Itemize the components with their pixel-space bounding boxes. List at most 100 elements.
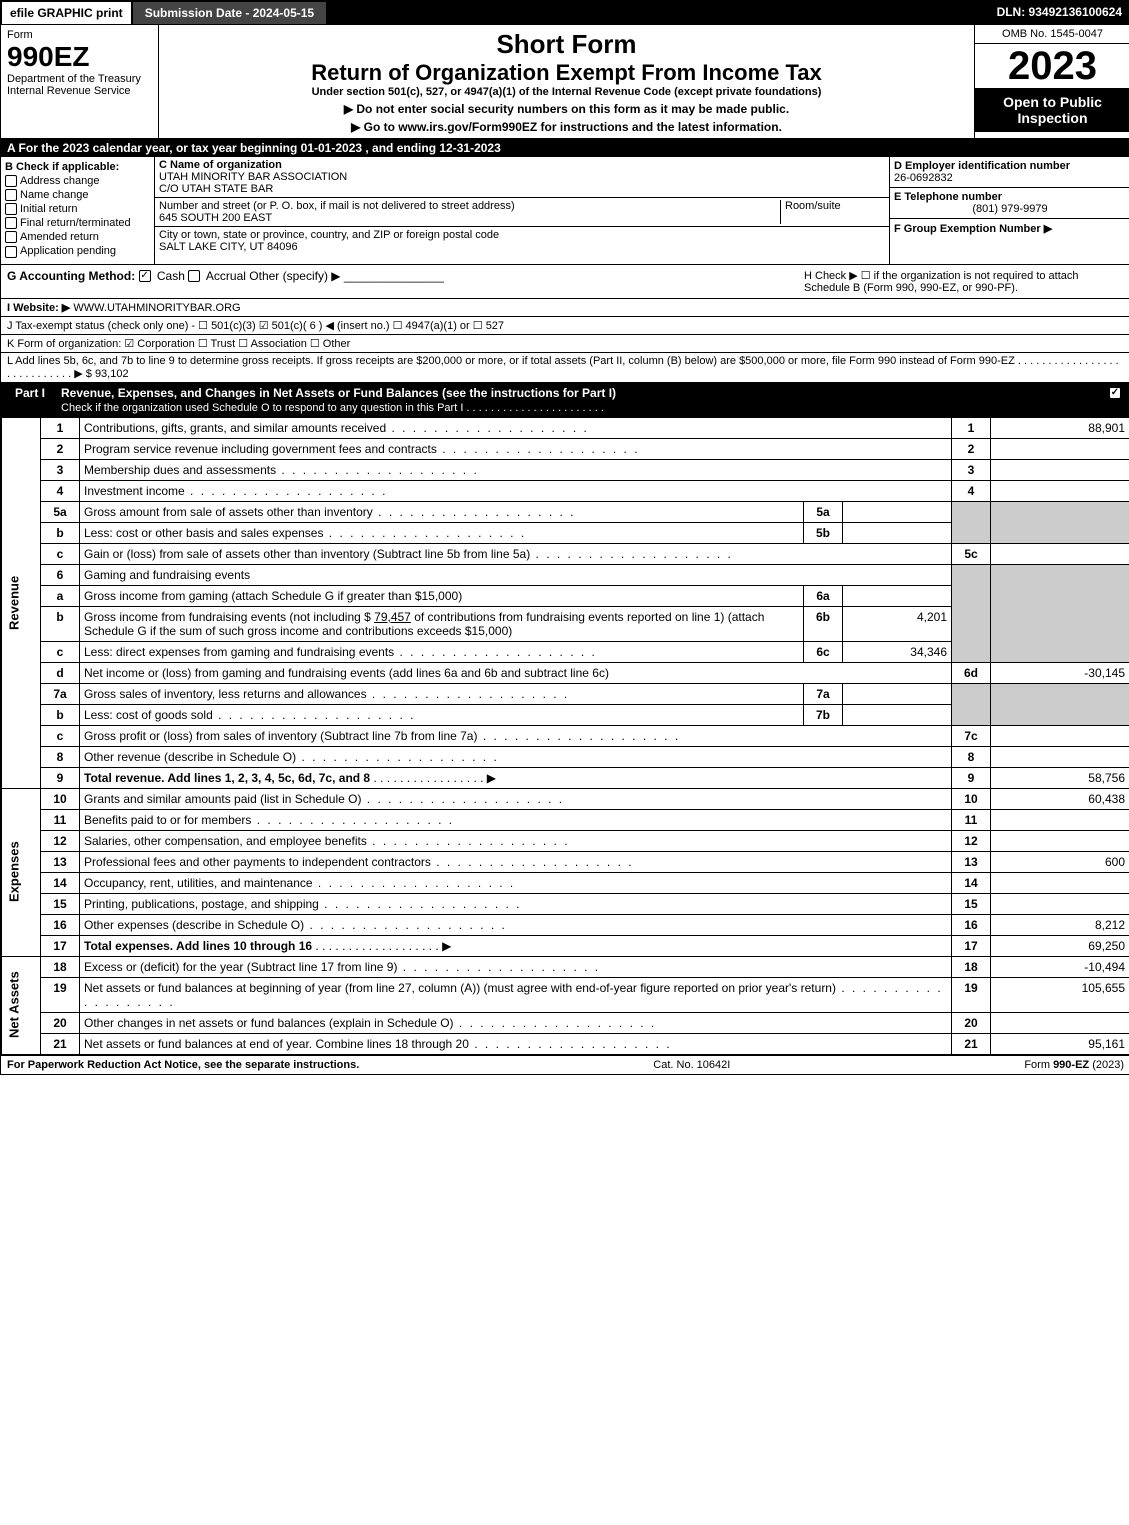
line-desc: Gross profit or (loss) from sales of inv… xyxy=(84,729,680,743)
org-name: UTAH MINORITY BAR ASSOCIATION xyxy=(159,171,347,183)
col-c-org: C Name of organization UTAH MINORITY BAR… xyxy=(155,157,889,264)
chk-cash[interactable] xyxy=(139,270,151,282)
line-val xyxy=(991,438,1129,459)
phone: (801) 979-9979 xyxy=(894,203,1126,215)
section-i: I Website: ▶ WWW.UTAHMINORITYBAR.ORG xyxy=(1,299,1129,317)
footer: For Paperwork Reduction Act Notice, see … xyxy=(1,1055,1129,1074)
line-desc: Less: cost or other basis and sales expe… xyxy=(84,526,526,540)
line-desc: Less: direct expenses from gaming and fu… xyxy=(84,645,597,659)
line-desc: Salaries, other compensation, and employ… xyxy=(84,834,570,848)
sub-val xyxy=(843,522,952,543)
website-link[interactable]: WWW.UTAHMINORITYBAR.ORG xyxy=(73,302,240,314)
chk-amended-return[interactable]: Amended return xyxy=(5,231,150,243)
b-label: B Check if applicable: xyxy=(5,161,150,173)
chk-accrual[interactable] xyxy=(188,270,200,282)
h-schedule-b: H Check ▶ ☐ if the organization is not r… xyxy=(804,269,1124,294)
form-number: 990EZ xyxy=(7,41,152,73)
line-desc: Printing, publications, postage, and shi… xyxy=(84,897,522,911)
header-right: OMB No. 1545-0047 2023 Open to Public In… xyxy=(974,25,1129,138)
org-co: C/O UTAH STATE BAR xyxy=(159,183,273,195)
line-val xyxy=(991,725,1129,746)
part-i-title: Revenue, Expenses, and Changes in Net As… xyxy=(61,386,616,400)
i-label: I Website: ▶ xyxy=(7,302,70,314)
line-desc: Investment income xyxy=(84,484,387,498)
chk-name-change[interactable]: Name change xyxy=(5,189,150,201)
line-val: -30,145 xyxy=(991,662,1129,683)
line-desc: Contributions, gifts, grants, and simila… xyxy=(84,421,589,435)
line-desc: Net assets or fund balances at beginning… xyxy=(84,981,943,1009)
line-val xyxy=(991,543,1129,564)
sub-val: 34,346 xyxy=(843,641,952,662)
line-num: 1 xyxy=(41,417,80,438)
addr-label: Number and street (or P. O. box, if mail… xyxy=(159,200,515,212)
line-desc: Total expenses. Add lines 10 through 16 xyxy=(84,939,312,953)
d-label: D Employer identification number xyxy=(894,160,1070,172)
header-center: Short Form Return of Organization Exempt… xyxy=(159,25,974,138)
org-addr: 645 SOUTH 200 EAST xyxy=(159,212,272,224)
part-i-label: Part I xyxy=(7,386,53,414)
line-val: 58,756 xyxy=(991,767,1129,788)
line-val: 95,161 xyxy=(991,1033,1129,1054)
line-desc: Occupancy, rent, utilities, and maintena… xyxy=(84,876,515,890)
col-def: D Employer identification number 26-0692… xyxy=(889,157,1129,264)
chk-initial-return[interactable]: Initial return xyxy=(5,203,150,215)
netassets-vlabel: Net Assets xyxy=(2,956,41,1054)
l-text: L Add lines 5b, 6c, and 7b to line 9 to … xyxy=(7,355,1119,380)
line-val: 88,901 xyxy=(991,417,1129,438)
top-bar: efile GRAPHIC print Submission Date - 20… xyxy=(1,1,1129,25)
line-val: 105,655 xyxy=(991,977,1129,1012)
footer-catno: Cat. No. 10642I xyxy=(359,1059,1024,1071)
line-desc: Other changes in net assets or fund bala… xyxy=(84,1016,656,1030)
revenue-vlabel: Revenue xyxy=(2,417,41,788)
chk-label: Amended return xyxy=(20,231,99,243)
section-bcd: B Check if applicable: Address change Na… xyxy=(1,157,1129,265)
dln: DLN: 93492136100624 xyxy=(989,1,1129,25)
dept-label: Department of the Treasury xyxy=(7,73,152,85)
chk-label: Name change xyxy=(20,189,89,201)
line-desc: Total revenue. Add lines 1, 2, 3, 4, 5c,… xyxy=(84,771,370,785)
chk-address-change[interactable]: Address change xyxy=(5,175,150,187)
efile-print-button[interactable]: efile GRAPHIC print xyxy=(1,1,132,25)
col-b-checkboxes: B Check if applicable: Address change Na… xyxy=(1,157,155,264)
line-desc: Gross income from gaming (attach Schedul… xyxy=(80,585,804,606)
chk-schedule-o[interactable] xyxy=(1109,387,1121,399)
line-desc: Net income or (loss) from gaming and fun… xyxy=(80,662,952,683)
sub-val xyxy=(843,683,952,704)
line-desc: Net assets or fund balances at end of ye… xyxy=(84,1037,672,1051)
instr-link[interactable]: ▶ Go to www.irs.gov/Form990EZ for instru… xyxy=(163,120,970,134)
line-desc: Gross income from fundraising events (no… xyxy=(80,606,804,641)
part-i-check-text: Check if the organization used Schedule … xyxy=(61,402,604,414)
f-label: F Group Exemption Number ▶ xyxy=(894,223,1052,235)
fundraising-amount: 79,457 xyxy=(374,610,411,624)
room-label: Room/suite xyxy=(785,200,841,212)
line-val xyxy=(991,480,1129,501)
section-k: K Form of organization: ☑ Corporation ☐ … xyxy=(1,335,1129,353)
lines-table: Revenue 1 Contributions, gifts, grants, … xyxy=(1,417,1129,1055)
line-val: 60,438 xyxy=(991,788,1129,809)
open-public: Open to Public Inspection xyxy=(975,88,1129,132)
instr-ssn: ▶ Do not enter social security numbers o… xyxy=(163,102,970,116)
line-desc: Excess or (deficit) for the year (Subtra… xyxy=(84,960,600,974)
e-label: E Telephone number xyxy=(894,191,1002,203)
footer-right: Form 990-EZ (2023) xyxy=(1024,1059,1124,1071)
section-l: L Add lines 5b, 6c, and 7b to line 9 to … xyxy=(1,353,1129,383)
g-label: G Accounting Method: xyxy=(7,269,135,283)
chk-label: Address change xyxy=(20,175,100,187)
chk-label: Final return/terminated xyxy=(20,217,131,229)
other-label: Other (specify) ▶ xyxy=(249,269,340,283)
line-desc: Professional fees and other payments to … xyxy=(84,855,634,869)
form-label: Form xyxy=(7,29,152,41)
line-desc: Other revenue (describe in Schedule O) xyxy=(84,750,499,764)
chk-final-return[interactable]: Final return/terminated xyxy=(5,217,150,229)
sub-val xyxy=(843,704,952,725)
line-rnum: 1 xyxy=(952,417,991,438)
line-desc: Gaming and fundraising events xyxy=(80,564,952,585)
footer-left: For Paperwork Reduction Act Notice, see … xyxy=(7,1059,359,1071)
expenses-vlabel: Expenses xyxy=(2,788,41,956)
main-title: Return of Organization Exempt From Incom… xyxy=(163,60,970,86)
chk-application-pending[interactable]: Application pending xyxy=(5,245,150,257)
short-form-title: Short Form xyxy=(163,29,970,60)
form-container: efile GRAPHIC print Submission Date - 20… xyxy=(0,0,1129,1075)
c-name-label: C Name of organization xyxy=(159,159,282,171)
line-desc: Gain or (loss) from sale of assets other… xyxy=(84,547,733,561)
